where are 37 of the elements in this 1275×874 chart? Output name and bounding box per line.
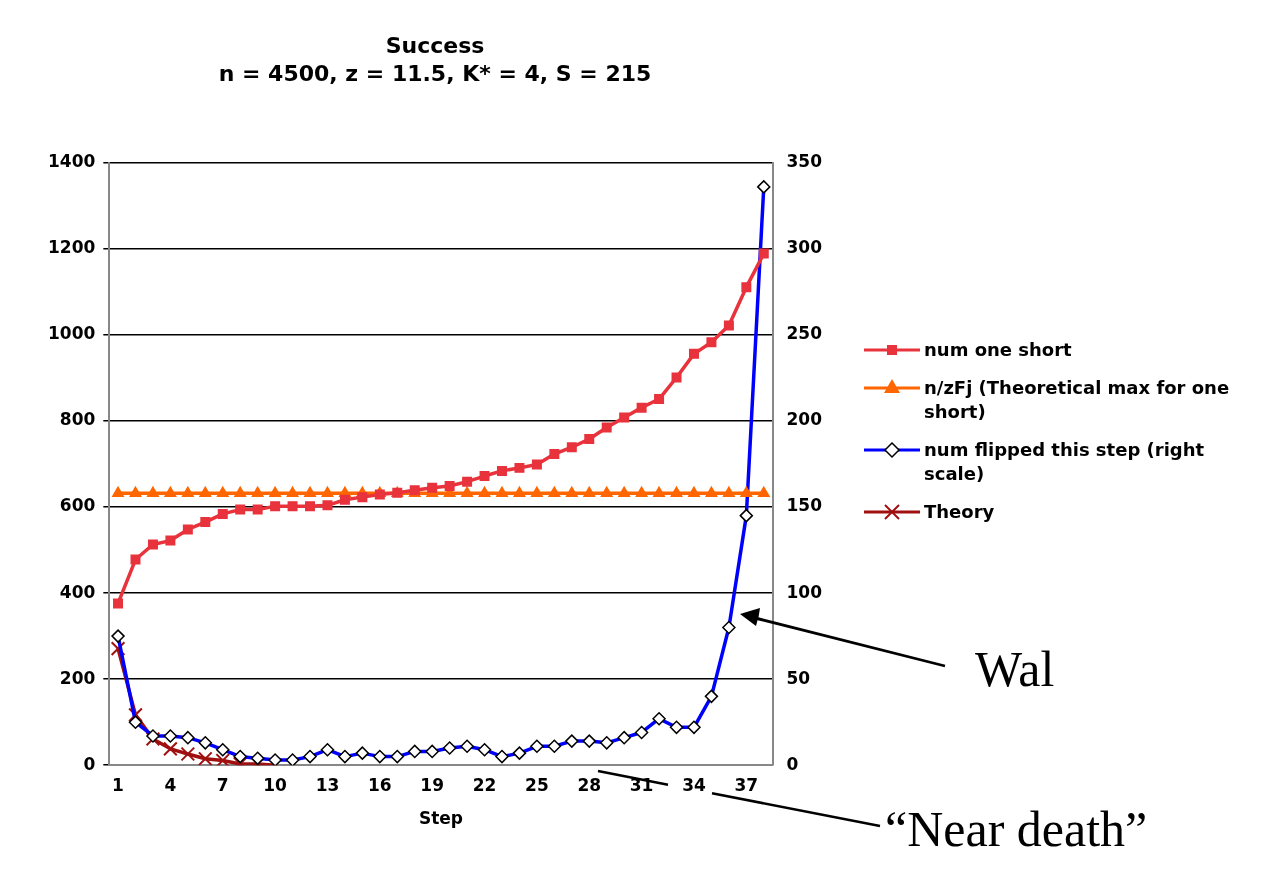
legend-label: n/zFj (Theoretical max for one short) (924, 376, 1231, 424)
y-tick-label: 800 (59, 409, 96, 430)
y-tick-label: 400 (59, 581, 96, 602)
x-tick-label: 25 (525, 774, 549, 795)
x-tick-label: 16 (367, 774, 392, 795)
x-tick-label: 22 (472, 774, 497, 795)
y-tick-label: 200 (59, 667, 96, 688)
x-tick-label: 10 (263, 774, 288, 795)
y2-tick-label: 100 (786, 581, 823, 602)
y-tick-label: 0 (83, 753, 96, 774)
legend-label: num one short (924, 338, 1072, 362)
legend-label: Theory (924, 500, 995, 524)
y2-tick-label: 300 (786, 237, 823, 258)
x-tick-label: 28 (577, 774, 602, 795)
y2-tick-label: 150 (786, 495, 823, 516)
legend-label: num flipped this step (right scale) (924, 438, 1206, 486)
chart-subtitle: n = 4500, z = 11.5, K* = 4, S = 215 (218, 61, 652, 87)
x-tick-label: 7 (216, 774, 229, 795)
y2-tick-label: 350 (786, 151, 823, 172)
y-tick-label: 1000 (47, 323, 96, 344)
x-axis-title: Step (418, 808, 463, 829)
text: “Near death” (885, 800, 1148, 858)
y2-tick-label: 50 (786, 667, 811, 688)
text: Wal (975, 640, 1055, 698)
y-tick-label: 1400 (47, 151, 96, 172)
x-tick-label: 4 (164, 774, 177, 795)
y-tick-label: 600 (59, 495, 96, 516)
x-tick-label: 1 (112, 774, 124, 795)
y-tick-label: 1200 (47, 237, 96, 258)
x-tick-label: 37 (734, 774, 759, 795)
x-tick-label: 34 (682, 774, 706, 795)
chart-title: Success (385, 32, 485, 58)
y2-tick-label: 200 (786, 409, 823, 430)
y2-tick-label: 250 (786, 323, 823, 344)
x-tick-label: 13 (315, 774, 340, 795)
x-tick-label: 19 (420, 774, 445, 795)
y2-tick-label: 0 (786, 753, 799, 774)
